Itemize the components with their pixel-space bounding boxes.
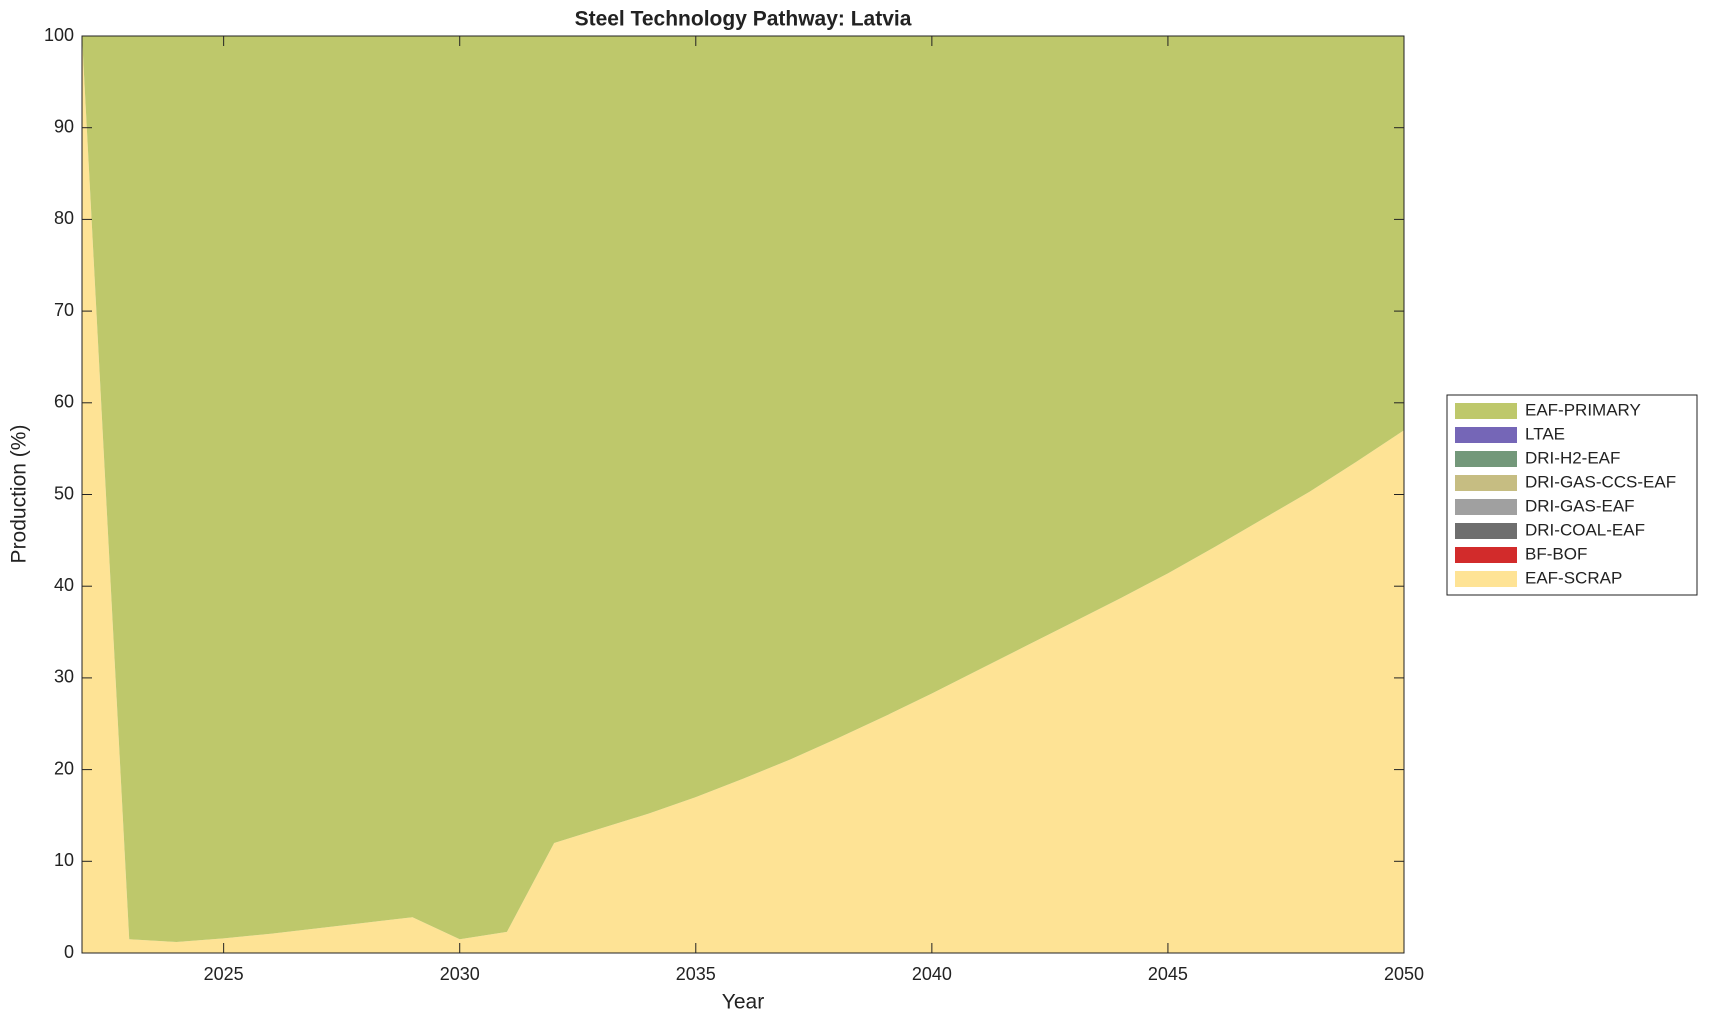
- y-tick-label: 90: [54, 116, 74, 136]
- legend-swatch: [1455, 451, 1517, 467]
- x-tick-label: 2050: [1384, 964, 1424, 984]
- legend-label: DRI-H2-EAF: [1525, 448, 1620, 467]
- legend-swatch: [1455, 547, 1517, 563]
- y-tick-label: 100: [44, 25, 74, 45]
- y-tick-label: 70: [54, 300, 74, 320]
- x-axis-label: Year: [722, 991, 764, 1014]
- legend-label: EAF-SCRAP: [1525, 568, 1622, 587]
- legend-label: EAF-PRIMARY: [1525, 400, 1641, 419]
- area: [82, 36, 1404, 953]
- legend-box: [1446, 394, 1698, 596]
- legend-label: BF-BOF: [1525, 544, 1587, 563]
- x-tick-label: 2030: [440, 964, 480, 984]
- legend-swatch: [1455, 499, 1517, 515]
- x-tick-label: 2045: [1148, 964, 1188, 984]
- y-tick-label: 40: [54, 575, 74, 595]
- legend-swatch: [1455, 403, 1517, 419]
- legend-label: DRI-GAS-EAF: [1525, 496, 1635, 515]
- legend-swatch: [1455, 475, 1517, 491]
- legend-label: DRI-COAL-EAF: [1525, 520, 1645, 539]
- y-tick-label: 50: [54, 483, 74, 503]
- y-tick-label: 10: [54, 850, 74, 870]
- area: [82, 36, 1404, 942]
- x-tick-label: 2035: [676, 964, 716, 984]
- y-tick-label: 60: [54, 392, 74, 412]
- legend-label: LTAE: [1525, 424, 1565, 443]
- y-tick-label: 0: [64, 942, 74, 962]
- legend-swatch: [1455, 571, 1517, 587]
- y-tick-label: 80: [54, 208, 74, 228]
- y-axis-label: Production (%): [8, 425, 31, 564]
- x-tick-label: 2040: [912, 964, 952, 984]
- legend-swatch: [1455, 427, 1517, 443]
- y-tick-label: 20: [54, 758, 74, 778]
- chart-title: Steel Technology Pathway: Latvia: [575, 8, 912, 31]
- y-tick-label: 30: [54, 667, 74, 687]
- legend-label: DRI-GAS-CCS-EAF: [1525, 472, 1676, 491]
- legend-swatch: [1455, 523, 1517, 539]
- x-tick-label: 2025: [204, 964, 244, 984]
